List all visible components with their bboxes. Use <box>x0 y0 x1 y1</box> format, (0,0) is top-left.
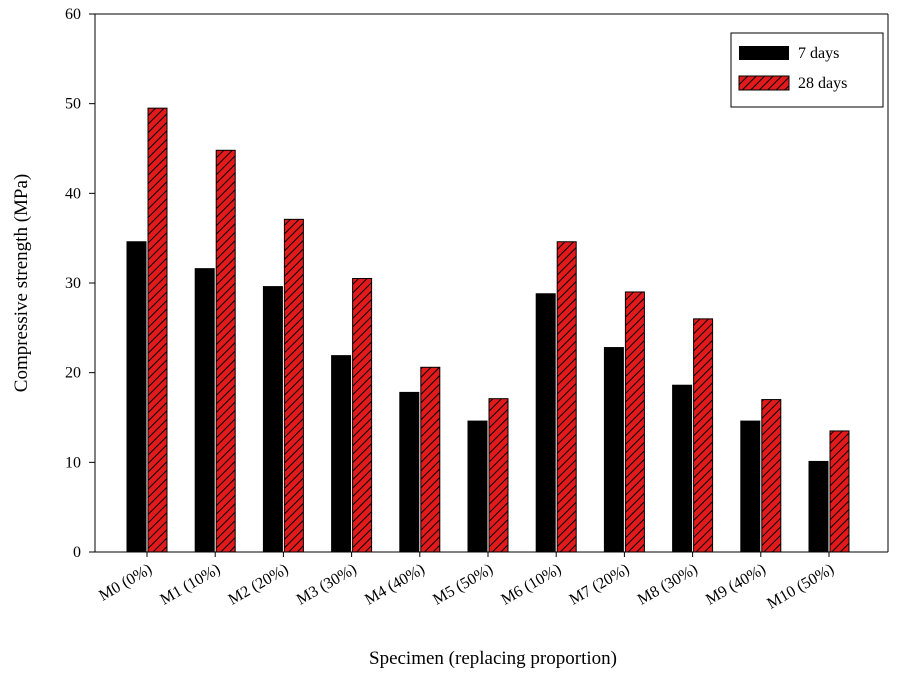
legend-swatch-28-days <box>738 75 790 91</box>
bar-28-days <box>624 291 645 553</box>
x-tick-label: M9 (40%) <box>703 561 769 609</box>
bar-28-days <box>761 399 782 553</box>
x-axis-title: Specimen (replacing proportion) <box>369 648 617 669</box>
legend-label-7-days: 7 days <box>798 45 839 62</box>
legend-box <box>730 32 884 108</box>
bar-7-days <box>194 268 215 553</box>
bar-28-days <box>420 366 441 553</box>
x-tick-label: M7 (20%) <box>567 561 633 609</box>
legend-swatch-7-days <box>739 46 789 60</box>
y-tick-label: 40 <box>65 185 81 202</box>
x-tick-label: M2 (20%) <box>226 561 292 609</box>
x-tick-label: M8 (30%) <box>635 561 701 609</box>
x-tick-label: M10 (50%) <box>764 561 837 613</box>
bar-7-days <box>399 391 420 553</box>
bars-group <box>126 107 850 553</box>
y-axis-title: Compressive strength (MPa) <box>11 174 32 392</box>
bar-7-days <box>467 420 488 553</box>
bar-28-days <box>283 218 304 553</box>
bar-7-days <box>126 241 147 553</box>
bar-7-days <box>740 420 761 553</box>
y-tick-label: 20 <box>65 365 81 382</box>
y-tick-label: 60 <box>65 6 81 23</box>
y-tick-label: 0 <box>73 544 81 561</box>
x-tick-label: M6 (10%) <box>498 561 564 609</box>
legend: 7 days 28 days <box>730 32 884 108</box>
bar-28-days <box>488 398 509 553</box>
y-tick-label: 10 <box>65 454 81 471</box>
bar-7-days <box>535 293 556 553</box>
x-tick-label: M5 (50%) <box>430 561 496 609</box>
x-tick-label: M3 (30%) <box>294 561 360 609</box>
bar-28-days <box>556 241 577 553</box>
bar-28-days <box>215 149 236 553</box>
y-tick-label: 50 <box>65 96 81 113</box>
bar-28-days <box>352 278 373 553</box>
bar-28-days <box>829 430 850 553</box>
bar-7-days <box>672 384 693 553</box>
x-tick-label: M4 (40%) <box>362 561 428 609</box>
x-axis: M0 (0%) M1 (10%) M2 (20%) M3 (30%) M4 (40%) M… <box>96 552 837 613</box>
x-tick-label: M0 (0%) <box>96 561 155 605</box>
bar-7-days <box>331 355 352 553</box>
x-tick-label: M1 (10%) <box>157 561 223 609</box>
legend-label-28-days: 28 days <box>798 75 847 92</box>
y-tick-label: 30 <box>65 275 81 292</box>
bar-7-days <box>262 286 283 553</box>
bar-28-days <box>147 107 168 553</box>
bar-7-days <box>603 347 624 553</box>
y-axis: 0 10 20 30 40 50 60 <box>65 6 95 561</box>
bar-7-days <box>808 460 829 553</box>
bar-28-days <box>693 318 714 553</box>
